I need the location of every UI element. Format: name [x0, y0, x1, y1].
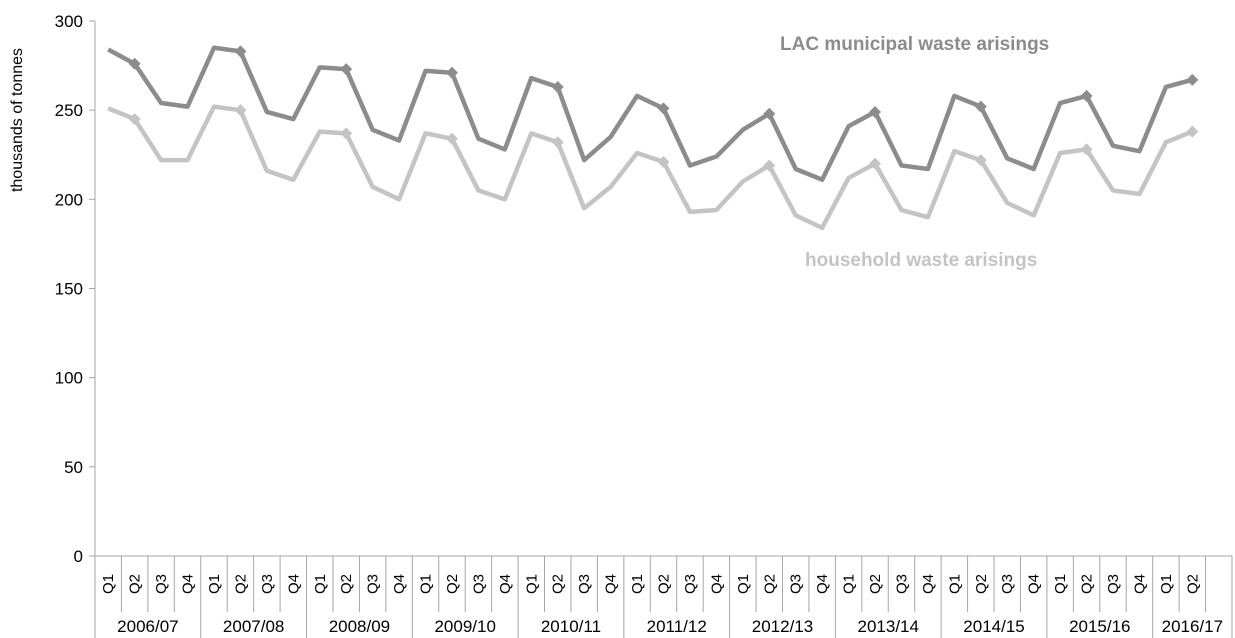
x-quarter-label: Q3	[259, 574, 276, 594]
series-marker-1	[445, 132, 458, 145]
x-year-label: 2014/15	[963, 617, 1024, 636]
x-quarter-label: Q4	[708, 574, 725, 594]
x-quarter-label: Q1	[629, 574, 646, 594]
x-quarter-label: Q4	[285, 574, 302, 594]
x-quarter-label: Q1	[841, 574, 858, 594]
x-quarter-label: Q4	[1026, 574, 1043, 594]
series-marker-1	[1080, 143, 1093, 156]
x-quarter-label: Q1	[1158, 574, 1175, 594]
y-axis-ticks: 0 50 100 150 200 250 300	[55, 12, 95, 566]
series-marker-0	[763, 107, 776, 120]
series-marker-1	[763, 159, 776, 172]
x-quarter-label: Q2	[973, 574, 990, 594]
x-year-label: 2007/08	[223, 617, 284, 636]
series-marker-0	[340, 63, 353, 76]
x-quarter-label: Q1	[1052, 574, 1069, 594]
series-line-1	[107, 104, 1194, 231]
x-year-label: 2012/13	[752, 617, 813, 636]
x-year-label: 2009/10	[434, 617, 495, 636]
y-tick-label: 0	[74, 547, 83, 566]
series-marker-0	[869, 105, 882, 118]
x-quarter-label: Q1	[418, 574, 435, 594]
series-lines	[107, 45, 1194, 231]
series-marker-1	[974, 154, 987, 167]
x-year-label: 2006/07	[117, 617, 178, 636]
x-year-label: 2011/12	[647, 617, 707, 636]
series-marker-1	[1186, 125, 1199, 138]
x-year-label: 2013/14	[858, 617, 919, 636]
y-tick-label: 200	[55, 190, 83, 209]
series-marker-0	[445, 66, 458, 79]
series-marker-1	[869, 157, 882, 170]
x-year-label: 2016/17	[1162, 617, 1223, 636]
series-marker-0	[551, 80, 564, 93]
series-marker-1	[128, 113, 141, 126]
x-quarter-label: Q2	[1184, 574, 1201, 594]
x-year-label: 2015/16	[1069, 617, 1130, 636]
x-quarter-label: Q2	[127, 574, 144, 594]
series-marker-1	[657, 155, 670, 168]
x-quarter-label: Q3	[576, 574, 593, 594]
x-quarter-label: Q2	[550, 574, 567, 594]
x-quarter-label: Q2	[867, 574, 884, 594]
series-marker-1	[551, 136, 564, 149]
x-quarter-label: Q3	[153, 574, 170, 594]
x-quarter-label: Q2	[444, 574, 461, 594]
x-axis-ticks: Q1 Q2 Q3 Q4 Q1 Q2 Q3 Q4 Q1 Q2 Q3 Q4 Q1 Q2 Q3 Q4 Q1 Q2 Q3 Q4…	[94, 556, 1233, 638]
y-tick-label: 250	[55, 101, 83, 120]
x-quarter-label: Q2	[656, 574, 673, 594]
x-quarter-label: Q4	[1131, 574, 1148, 594]
x-quarter-label: Q4	[391, 574, 408, 594]
x-quarter-label: Q3	[788, 574, 805, 594]
series-marker-0	[657, 102, 670, 115]
x-quarter-label: Q4	[920, 574, 937, 594]
y-tick-label: 100	[55, 369, 83, 388]
series-markers	[128, 45, 1199, 172]
x-quarter-label: Q2	[1079, 574, 1096, 594]
x-quarter-label: Q2	[232, 574, 249, 594]
series-line-0	[107, 45, 1193, 182]
y-axis-label: thousands of tonnes	[9, 48, 26, 192]
y-tick-label: 150	[55, 280, 83, 299]
x-quarter-label: Q4	[497, 574, 514, 594]
series-marker-0	[1186, 73, 1199, 86]
series-marker-0	[128, 57, 141, 70]
x-quarter-label: Q1	[206, 574, 223, 594]
x-quarter-label: Q3	[682, 574, 699, 594]
series-label-lac: LAC municipal waste arisings	[780, 34, 1049, 55]
x-quarter-label: Q4	[180, 574, 197, 594]
series-marker-1	[234, 104, 247, 117]
y-tick-label: 50	[64, 458, 83, 477]
x-year-label: 2010/11	[541, 617, 601, 636]
x-quarter-label: Q1	[946, 574, 963, 594]
series-marker-0	[974, 100, 987, 113]
y-tick-label: 300	[55, 12, 83, 31]
series-label-household: household waste arisings	[805, 250, 1037, 271]
x-year-label: 2008/09	[329, 617, 390, 636]
series-marker-0	[234, 45, 247, 58]
series-marker-0	[1080, 89, 1093, 102]
x-quarter-label: Q3	[1105, 574, 1122, 594]
x-quarter-label: Q3	[365, 574, 382, 594]
series-marker-1	[340, 127, 353, 140]
x-quarter-label: Q4	[603, 574, 620, 594]
x-quarter-label: Q1	[100, 574, 117, 594]
x-quarter-label: Q3	[470, 574, 487, 594]
x-quarter-label: Q1	[735, 574, 752, 594]
x-quarter-label: Q3	[999, 574, 1016, 594]
x-quarter-label: Q1	[312, 574, 329, 594]
x-quarter-label: Q2	[761, 574, 778, 594]
x-quarter-label: Q2	[338, 574, 355, 594]
x-quarter-label: Q3	[893, 574, 910, 594]
x-quarter-label: Q4	[814, 574, 831, 594]
x-quarter-label: Q1	[523, 574, 540, 594]
